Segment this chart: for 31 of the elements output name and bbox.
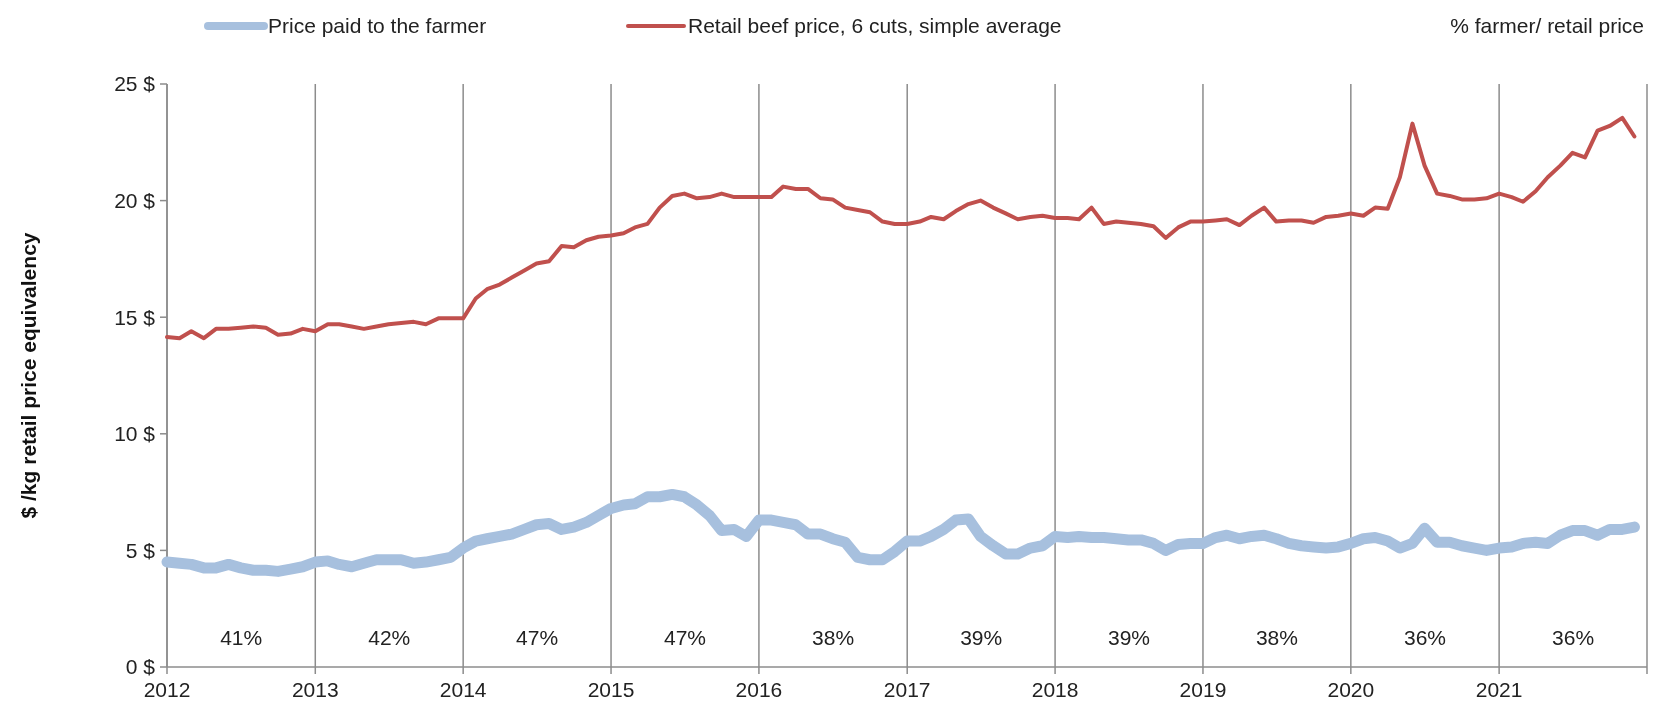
annotation: 36% [1552, 626, 1595, 649]
x-tick-label: 2014 [439, 678, 487, 701]
line-series [165, 115, 1637, 341]
x-tick-label: 2015 [587, 678, 635, 701]
y-tick-label: 10 $ [114, 422, 156, 446]
x-tick-label: 2016 [735, 678, 783, 701]
text: % farmer/ retail price [1450, 14, 1644, 38]
x-tick-label: 2013 [291, 678, 339, 701]
x-tick-label: 2020 [1327, 678, 1375, 701]
legend-label: Retail beef price, 6 cuts, simple average [688, 14, 1062, 38]
x-tick-label: 2017 [883, 678, 931, 701]
annotation: 47% [516, 626, 559, 649]
annotation: 41% [220, 626, 263, 649]
y-tick-label: 15 $ [114, 305, 156, 329]
x-tick-label: 2012 [143, 678, 191, 701]
y-axis-title: $ /kg retail price equivalency [17, 232, 40, 519]
y-tick-label: 5 $ [125, 538, 156, 562]
annotation: 38% [1255, 626, 1298, 649]
y-tick-label: 25 $ [114, 72, 156, 96]
y-tick-label: 0 $ [125, 655, 156, 679]
annotation: 47% [663, 626, 706, 649]
annotation: 36% [1403, 626, 1446, 649]
annotation: 39% [1108, 626, 1151, 649]
legend-label: Price paid to the farmer [268, 14, 487, 38]
x-tick-label: 2018 [1031, 678, 1079, 701]
annotation: 38% [812, 626, 855, 649]
annotation: 42% [368, 626, 411, 649]
x-tick-label: 2019 [1179, 678, 1227, 701]
annotation: 39% [960, 626, 1003, 649]
y-tick-label: 20 $ [114, 188, 156, 212]
x-tick-label: 2021 [1475, 678, 1523, 701]
